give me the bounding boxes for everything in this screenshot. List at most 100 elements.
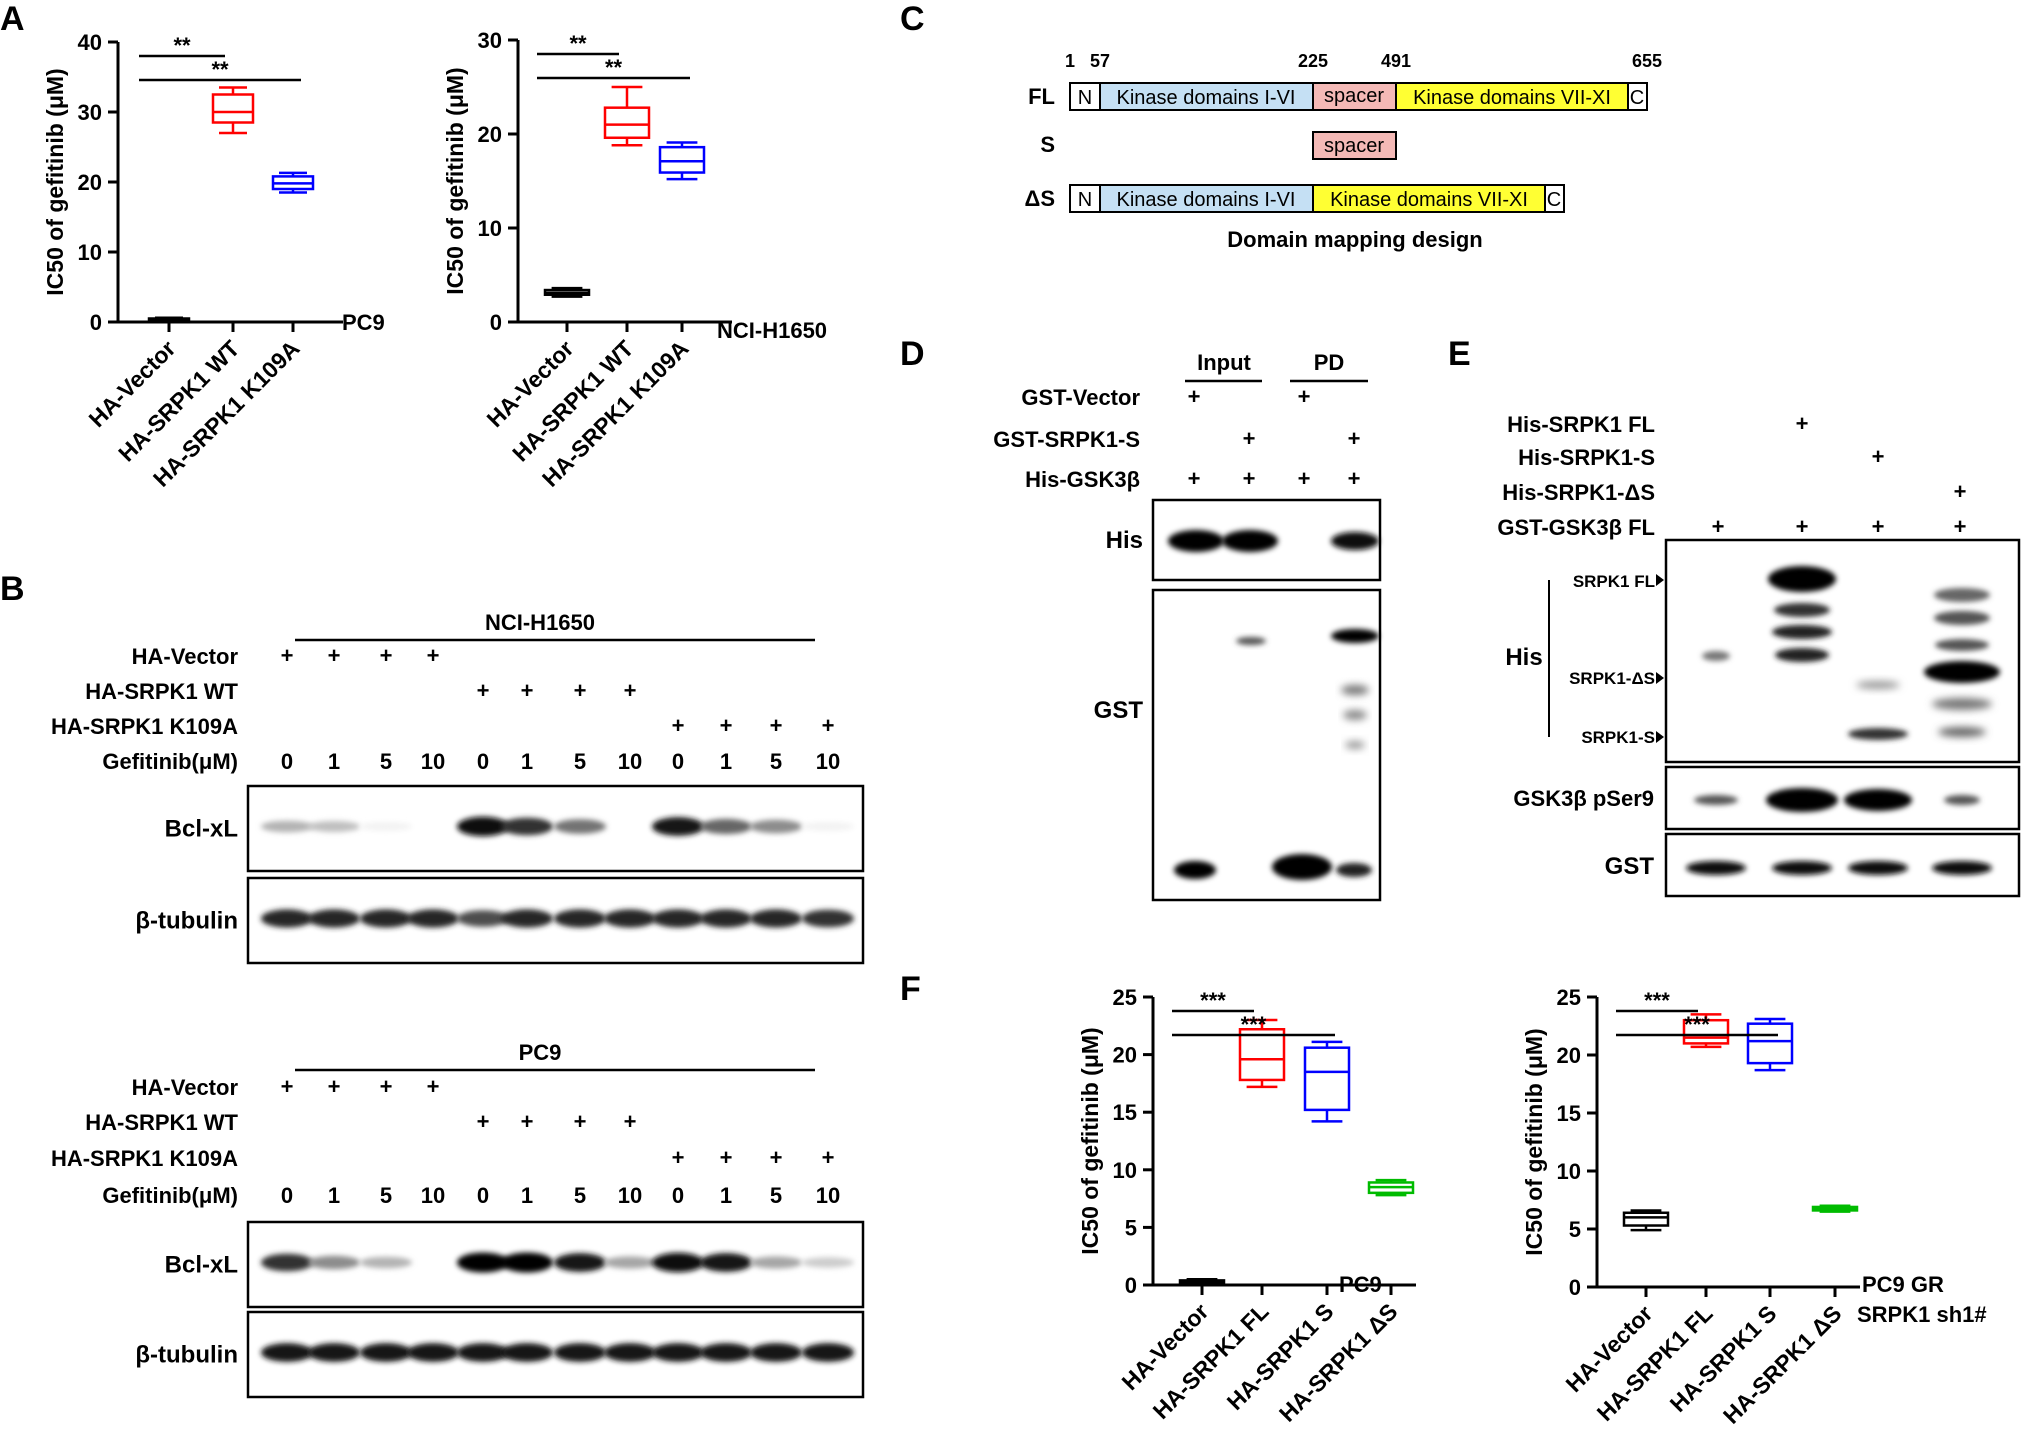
band xyxy=(1694,795,1738,805)
box-mark xyxy=(1746,1017,1794,1072)
box-body xyxy=(1303,1046,1351,1112)
dose-label: 1 xyxy=(521,749,533,774)
dose-label: 1 xyxy=(521,1183,533,1208)
y-tick-label: 0 xyxy=(90,310,102,335)
band xyxy=(554,909,606,928)
band xyxy=(604,1256,656,1269)
significance-label: ** xyxy=(173,33,191,58)
dose-label: 0 xyxy=(477,749,489,774)
band xyxy=(261,1253,313,1272)
panel-d-pulldown: Input PD GST-Vector GST-SRPK1-S His-GSK3… xyxy=(993,350,1382,902)
plus-mark: + xyxy=(1243,466,1256,491)
blot-label-his: His xyxy=(1106,527,1143,554)
box-body xyxy=(1238,1028,1286,1082)
blot-label-pser9: GSK3β pSer9 xyxy=(1513,786,1654,811)
significance-label: *** xyxy=(1200,988,1226,1013)
plus-mark: + xyxy=(281,1074,294,1099)
band xyxy=(1775,648,1829,662)
cell-line-label: PC9 xyxy=(519,1040,562,1065)
plus-mark: + xyxy=(1188,466,1201,491)
plus-mark: + xyxy=(328,1074,341,1099)
y-tick-label: 20 xyxy=(1557,1043,1581,1068)
blot-bands-gst xyxy=(1686,861,1992,875)
band xyxy=(604,909,656,928)
band xyxy=(604,1343,656,1362)
kinase-domain-2-box xyxy=(1312,184,1546,213)
y-tick-label: 0 xyxy=(490,310,502,335)
band xyxy=(1856,681,1900,689)
cell-line-label: NCI-H1650 xyxy=(717,318,827,343)
position-label: 57 xyxy=(1090,51,1110,71)
kinase-domain-2-label: Kinase domains VII-XI xyxy=(1330,189,1528,211)
plus-mark: + xyxy=(1796,514,1809,539)
band xyxy=(1174,861,1216,879)
row-label: HA-SRPK1 WT xyxy=(85,679,238,704)
n-terminal-box xyxy=(1069,184,1101,213)
plus-mark: + xyxy=(770,713,783,738)
y-axis-label: IC50 of gefitinib (μM) xyxy=(1521,1028,1547,1255)
blot-label-his: His xyxy=(1505,644,1542,671)
y-axis-label: IC50 of gefitinib (μM) xyxy=(42,68,68,295)
box-mark xyxy=(1238,1018,1286,1089)
band xyxy=(501,1252,553,1273)
blot-bands-his xyxy=(1168,530,1379,552)
marker-label: SRPK1-S xyxy=(1581,728,1655,747)
band xyxy=(360,909,412,928)
box-body xyxy=(211,93,255,124)
blot-label: β-tubulin xyxy=(135,908,238,935)
plus-mark: + xyxy=(624,678,637,703)
plus-mark: + xyxy=(1298,466,1311,491)
blot-label-gst: GST xyxy=(1094,697,1144,724)
position-label: 225 xyxy=(1298,51,1328,71)
dose-label: 10 xyxy=(618,749,642,774)
significance-label: ** xyxy=(211,57,229,82)
significance-label: ** xyxy=(569,31,587,56)
dose-label: 5 xyxy=(770,1183,782,1208)
y-tick-label: 20 xyxy=(478,122,502,147)
panel-e-binding: His-SRPK1 FL His-SRPK1-S His-SRPK1-ΔS GS… xyxy=(1497,411,2021,898)
band xyxy=(1944,795,1980,805)
plus-mark: + xyxy=(1712,514,1725,539)
significance-label: *** xyxy=(1241,1012,1267,1037)
kinase-domain-2-box xyxy=(1395,82,1629,111)
cell-line-label: SRPK1 sh1# xyxy=(1857,1302,1987,1327)
plus-mark: + xyxy=(720,713,733,738)
band xyxy=(1938,727,1986,737)
band xyxy=(1341,685,1369,695)
band xyxy=(261,909,313,928)
band xyxy=(802,822,854,831)
plus-mark: + xyxy=(624,1109,637,1134)
row-label: GST-Vector xyxy=(1021,385,1140,410)
band xyxy=(407,909,459,928)
band xyxy=(360,822,412,831)
domain-row-fl: N Kinase domains I-VI spacer Kinase doma… xyxy=(1069,82,1648,111)
band xyxy=(750,819,802,834)
band xyxy=(308,1343,360,1362)
domain-row-label: S xyxy=(1040,132,1055,157)
blot-bands-gst xyxy=(1174,629,1379,880)
row-label: HA-SRPK1 K109A xyxy=(51,1146,238,1171)
box-mark xyxy=(543,286,591,298)
y-tick-label: 40 xyxy=(78,30,102,55)
band xyxy=(700,909,752,928)
band xyxy=(1168,530,1224,552)
band xyxy=(700,818,752,835)
y-tick-label: 10 xyxy=(78,240,102,265)
band xyxy=(261,1343,313,1362)
plus-mark: + xyxy=(1348,426,1361,451)
domain-map-title: Domain mapping design xyxy=(1227,227,1482,252)
dose-label: 5 xyxy=(574,749,586,774)
dose-label: 5 xyxy=(380,749,392,774)
band xyxy=(308,821,360,832)
band xyxy=(308,1255,360,1270)
y-axis-label: IC50 of gefitinib (μM) xyxy=(442,67,468,294)
blot-bands-pser9 xyxy=(1694,788,1980,812)
band xyxy=(1932,861,1992,875)
band xyxy=(1935,639,1989,651)
plus-mark: + xyxy=(1188,384,1201,409)
row-label: GST-GSK3β FL xyxy=(1497,515,1655,540)
box-mark xyxy=(211,86,255,135)
